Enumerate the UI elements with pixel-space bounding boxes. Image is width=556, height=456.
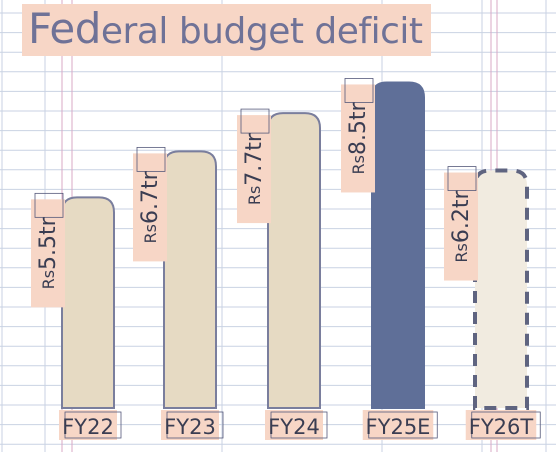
value-label-box bbox=[447, 166, 477, 191]
category-label-bg bbox=[161, 410, 219, 440]
category-label-box bbox=[270, 411, 328, 439]
value-label-box bbox=[136, 146, 166, 172]
category-label: FY26T bbox=[469, 415, 534, 439]
value-label: Rs8.5tr bbox=[346, 101, 371, 174]
category-label-bg bbox=[59, 410, 117, 440]
value-label-box bbox=[34, 192, 64, 218]
value-label: Rs6.7tr bbox=[138, 170, 163, 243]
value-label-box bbox=[344, 78, 374, 103]
bar-fy24 bbox=[267, 112, 321, 409]
value-label: Rs5.5tr bbox=[36, 216, 61, 289]
category-label-box bbox=[166, 411, 224, 439]
category-label-bg bbox=[265, 410, 323, 440]
value-label-box bbox=[240, 108, 270, 134]
bar-fy25e bbox=[371, 81, 425, 409]
category-label-box bbox=[64, 411, 122, 439]
category-label: FY22 bbox=[62, 415, 114, 439]
category-label-box bbox=[368, 411, 438, 439]
category-label: FY25E bbox=[366, 415, 431, 439]
category-label: FY23 bbox=[164, 415, 216, 439]
chart-title: Federal budget deficit bbox=[22, 4, 431, 56]
category-label-bg bbox=[465, 410, 537, 440]
category-label-box bbox=[471, 411, 541, 439]
category-label-bg bbox=[362, 410, 434, 440]
bar-fy26t bbox=[473, 168, 529, 410]
bar-fy22 bbox=[61, 196, 115, 409]
value-label: Rs6.2tr bbox=[449, 190, 474, 263]
category-label: FY24 bbox=[268, 415, 320, 439]
value-label: Rs7.7tr bbox=[242, 132, 267, 205]
bar-fy23 bbox=[163, 150, 217, 409]
